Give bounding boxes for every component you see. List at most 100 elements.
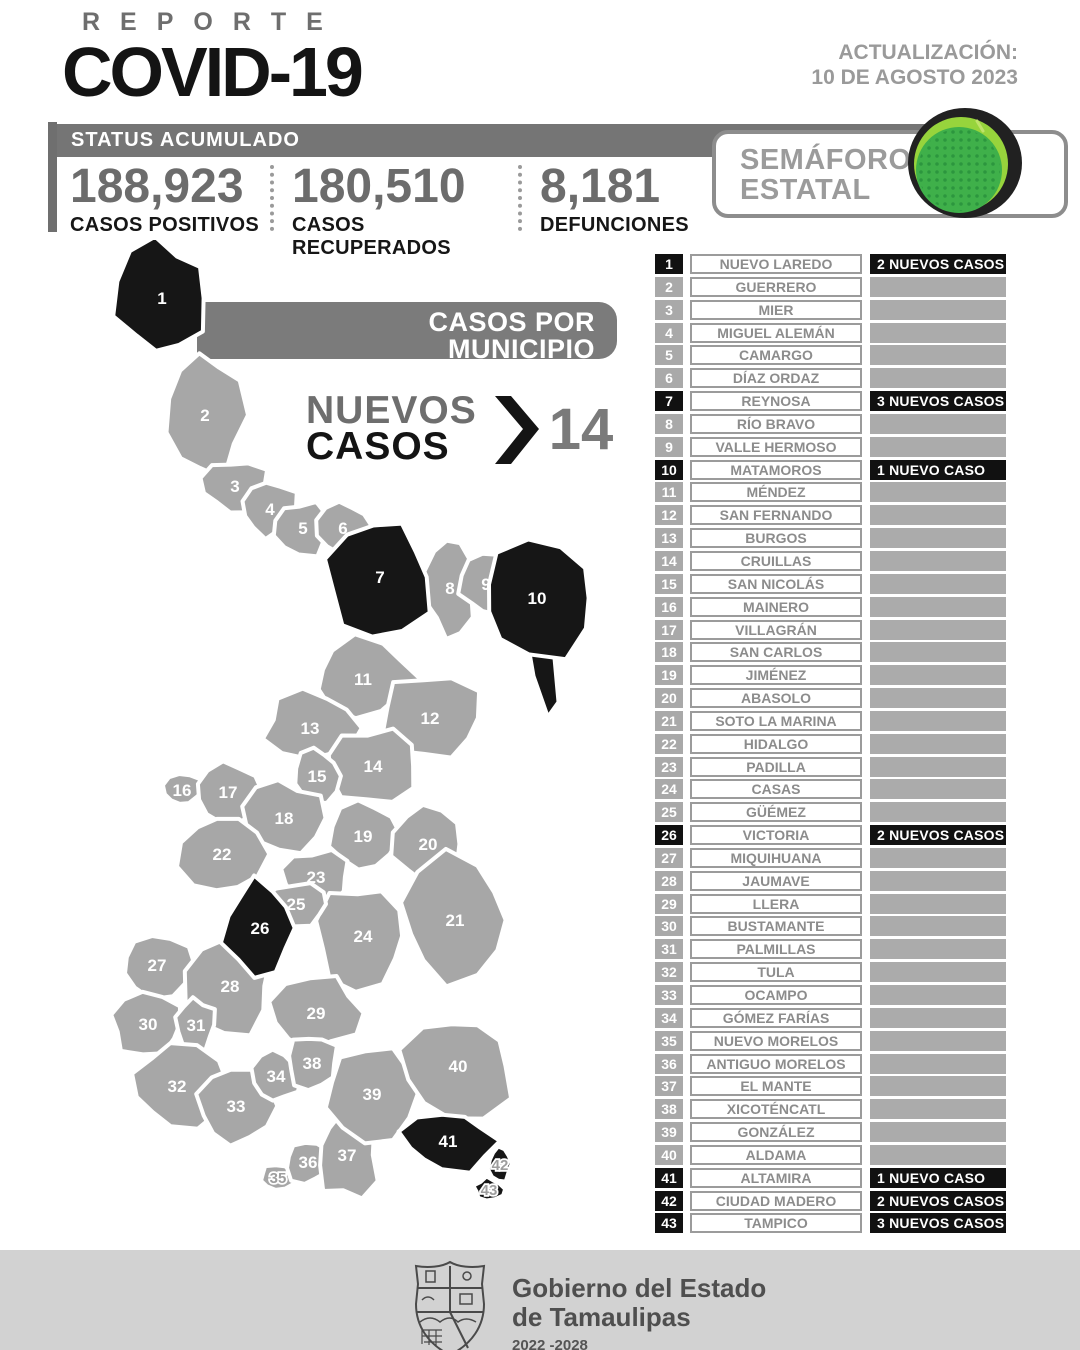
municipio-new-cases [870,893,1006,914]
municipio-number-badge: 7 [655,391,683,412]
municipio-name: GÜÉMEZ [690,802,862,823]
nuevos-casos-callout: NUEVOS CASOS 14 [306,391,613,466]
municipio-row: 30 BUSTAMANTE [655,916,1011,937]
municipio-number-badge: 5 [655,345,683,366]
tamaulipas-coat-of-arms-icon [414,1260,486,1350]
municipio-number-badge: 22 [655,733,683,754]
municipio-name: GUERRERO [690,276,862,297]
municipio-name: NUEVO MORELOS [690,1030,862,1051]
municipio-number-badge: 37 [655,1076,683,1097]
municipio-number-badge: 43 [655,1213,683,1234]
map-region-label-22: 22 [213,845,232,864]
map-region-39 [323,1046,420,1146]
map-region-label-39: 39 [363,1085,382,1104]
footer-org: Gobierno del Estado de Tamaulipas 2022 -… [512,1258,766,1350]
report-kicker: REPORTE [82,8,343,36]
municipio-name: DÍAZ ORDAZ [690,368,862,389]
map-region-label-27: 27 [148,956,167,975]
municipio-number-badge: 10 [655,459,683,480]
municipio-new-cases [870,596,1006,617]
municipio-row: 42 CIUDAD MADERO 2 NUEVOS CASOS [655,1190,1011,1211]
municipio-name: CAMARGO [690,345,862,366]
map-region-10 [487,537,591,662]
stat-value: 180,510 [292,160,466,213]
map-region-24 [314,889,405,994]
municipio-row: 34 GÓMEZ FARÍAS [655,1007,1011,1028]
municipio-name: GÓMEZ FARÍAS [690,1007,862,1028]
map-region-label-4: 4 [265,500,275,519]
map-region-label-16: 16 [173,781,192,800]
map-region-label-10: 10 [528,589,547,608]
map-region-42 [485,1144,514,1184]
map-region-label-41: 41 [439,1132,458,1151]
municipio-row: 10 MATAMOROS 1 NUEVO CASO [655,459,1011,480]
municipio-row: 38 XICOTÉNCATL [655,1099,1011,1120]
stat-casos-recuperados: 180,510 CASOS RECUPERADOS [274,163,518,260]
municipio-number-badge: 41 [655,1167,683,1188]
map-region-label-13: 13 [301,719,320,738]
map-region-7 [323,521,432,639]
municipio-new-cases [870,1030,1006,1051]
municipio-new-cases [870,1007,1006,1028]
municipio-name: ALTAMIRA [690,1167,862,1188]
municipio-new-cases: 3 NUEVOS CASOS [870,1213,1006,1234]
map-region-29 [267,974,366,1053]
stat-defunciones: 8,181 DEFUNCIONES [522,163,689,237]
municipio-new-cases: 2 NUEVOS CASOS [870,825,1006,846]
map-region-1 [111,240,206,353]
municipio-row: 29 LLERA [655,893,1011,914]
municipio-row: 20 ABASOLO [655,688,1011,709]
municipio-name: BURGOS [690,528,862,549]
municipio-new-cases [870,802,1006,823]
municipio-name: MAINERO [690,596,862,617]
map-region-label-6: 6 [338,519,347,538]
municipio-new-cases [870,345,1006,366]
municipio-row: 36 ANTIGUO MORELOS [655,1053,1011,1074]
municipio-name: MIQUIHUANA [690,847,862,868]
semaforo-label: SEMÁFORO ESTATAL [740,145,912,206]
municipio-row: 37 EL MANTE [655,1076,1011,1097]
municipio-new-cases [870,505,1006,526]
municipio-number-badge: 20 [655,688,683,709]
map-region-16 [160,772,207,806]
municipio-row: 2 GUERRERO [655,276,1011,297]
municipio-row: 17 VILLAGRÁN [655,619,1011,640]
municipio-row: 23 PADILLA [655,756,1011,777]
casos-por-municipio-banner: CASOS POR MUNICIPIO [197,302,617,363]
stat-value: 8,181 [540,160,661,213]
municipio-new-cases: 2 NUEVOS CASOS [870,254,1006,274]
municipio-number-badge: 34 [655,1007,683,1028]
municipio-name: VALLE HERMOSO [690,436,862,457]
municipio-new-cases [870,436,1006,457]
municipio-name: MÉNDEZ [690,482,862,503]
map-region-label-32: 32 [168,1077,187,1096]
municipio-new-cases [870,573,1006,594]
municipio-name: MIER [690,299,862,320]
municipio-number-badge: 29 [655,893,683,914]
municipio-row: 26 VICTORIA 2 NUEVOS CASOS [655,825,1011,846]
municipio-name: PALMILLAS [690,939,862,960]
municipio-new-cases [870,1099,1006,1120]
page-title: COVID-19 [62,33,364,111]
municipio-row: 21 SOTO LA MARINA [655,710,1011,731]
municipio-row: 13 BURGOS [655,528,1011,549]
municipio-name: HIDALGO [690,733,862,754]
footer-content: Gobierno del Estado de Tamaulipas 2022 -… [408,1258,766,1350]
map-region-label-1: 1 [157,289,166,308]
municipio-new-cases [870,688,1006,709]
municipio-new-cases [870,847,1006,868]
map-region-label-7: 7 [375,568,384,587]
map-region-label-26: 26 [251,919,270,938]
municipio-row: 9 VALLE HERMOSO [655,436,1011,457]
municipio-new-cases [870,1122,1006,1143]
municipio-name: GONZÁLEZ [690,1122,862,1143]
municipio-row: 15 SAN NICOLÁS [655,573,1011,594]
municipio-row: 31 PALMILLAS [655,939,1011,960]
municipio-row: 40 ALDAMA [655,1144,1011,1165]
municipio-row: 14 CRUILLAS [655,550,1011,571]
municipio-number-badge: 2 [655,276,683,297]
map-region-label-40: 40 [449,1057,468,1076]
municipio-number-badge: 9 [655,436,683,457]
map-region-label-19: 19 [354,827,373,846]
